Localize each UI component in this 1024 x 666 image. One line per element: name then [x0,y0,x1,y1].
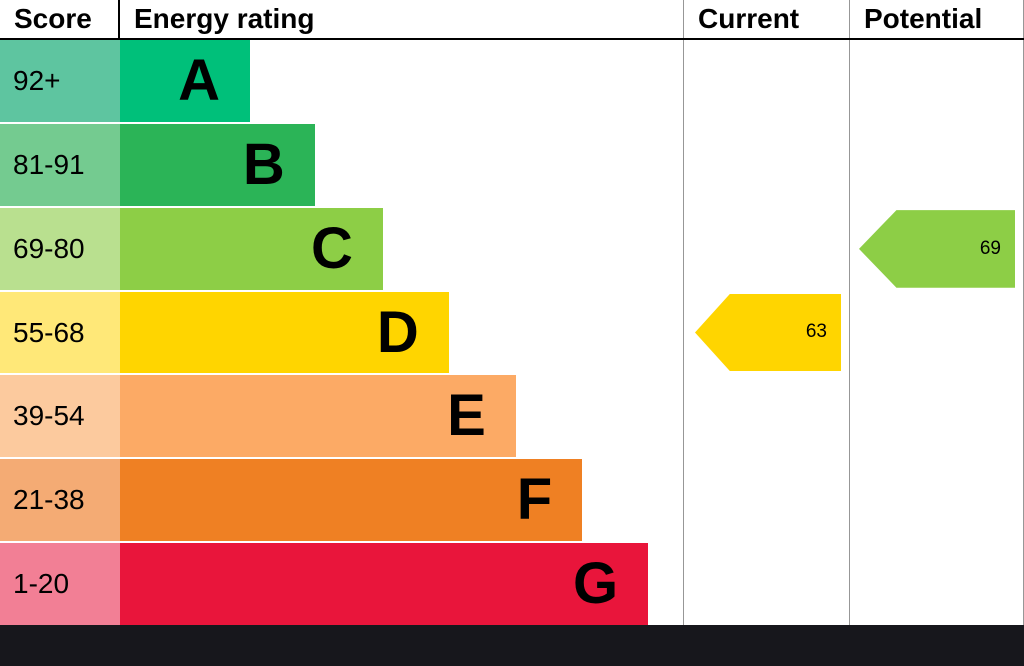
header-potential: Potential [849,0,1024,38]
score-range-e: 39-54 [0,375,120,458]
score-range-g: 1-20 [0,543,120,626]
band-row-b: 81-91 B [0,123,683,208]
band-bar-b: B [120,123,315,206]
header-current: Current [683,0,849,38]
bar-area-b: B [120,123,683,206]
band-row-c: 69-80 C [0,207,683,292]
current-arrow: 63 [695,293,841,372]
band-bar-d: D [120,291,449,374]
band-row-f: 21-38 F [0,459,683,544]
score-range-f: 21-38 [0,459,120,542]
potential-arrow: 69 [859,210,1015,288]
band-bar-g: G [120,543,649,626]
header-score: Score [0,0,120,38]
band-letter-d: D [376,299,419,365]
bar-area-g: G [120,543,683,626]
current-value: 63 [805,321,827,343]
bar-area-e: E [120,375,683,458]
band-letter-a: A [178,47,221,113]
score-range-b: 81-91 [0,123,120,206]
band-bar-c: C [120,207,383,290]
score-range-a: 92+ [0,40,120,122]
bands-column: 92+ A 81-91 B 69-8 [0,40,683,626]
score-range-d: 55-68 [0,291,120,374]
band-bar-e: E [120,375,516,458]
band-row-g: 1-20 G [0,543,683,626]
band-letter-b: B [242,131,285,197]
band-letter-g: G [572,551,619,617]
band-letter-c: C [311,215,353,281]
band-row-d: 55-68 D [0,291,683,376]
bar-area-d: D [120,291,683,374]
bar-area-c: C [120,207,683,290]
band-letter-e: E [447,383,486,449]
bar-area-f: F [120,459,683,542]
potential-value: 69 [979,237,1001,259]
potential-column: 69 [849,40,1024,625]
bar-area-a: A [120,40,683,122]
chart-body: 92+ A 81-91 B 69-8 [0,40,1024,626]
band-letter-f: F [516,467,553,533]
footer-bar [0,625,1024,666]
band-row-e: 39-54 E [0,375,683,460]
band-row-a: 92+ A [0,40,683,124]
header-energy-rating: Energy rating [134,3,315,34]
score-range-c: 69-80 [0,207,120,290]
band-bar-f: F [120,459,583,542]
current-column: 63 [683,40,849,625]
header-row: Score Energy rating Current Potential [0,0,1024,40]
band-bar-a: A [120,40,251,122]
